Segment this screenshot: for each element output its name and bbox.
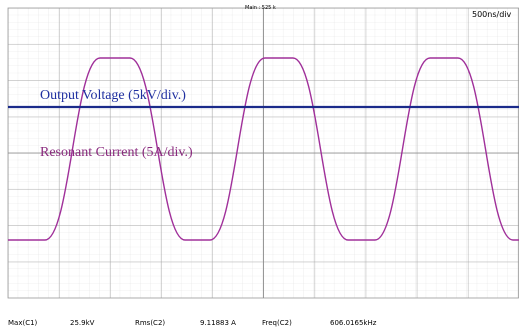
voltage-label: Output Voltage (5kV/div.) [40,88,186,103]
timebase: 500ns/div [472,10,512,19]
measurement-label: Max(C1) [8,319,38,327]
measurement-value: 606.0165kHz [330,319,377,327]
page: {"header": {"timebase_center": "Main : 5… [0,0,519,331]
scope-screen: Main : 525 k 500ns/div Output Voltage (5… [0,0,519,331]
measurement-value: 25.9kV [70,319,95,327]
measurement-label: Freq(C2) [262,319,292,327]
measurement-label: Rms(C2) [135,319,165,327]
timebase-center: Main : 525 k [245,5,276,11]
current-label: Resonant Current (5A/div.) [40,145,193,160]
measurement-value: 9.11883 A [200,319,236,327]
